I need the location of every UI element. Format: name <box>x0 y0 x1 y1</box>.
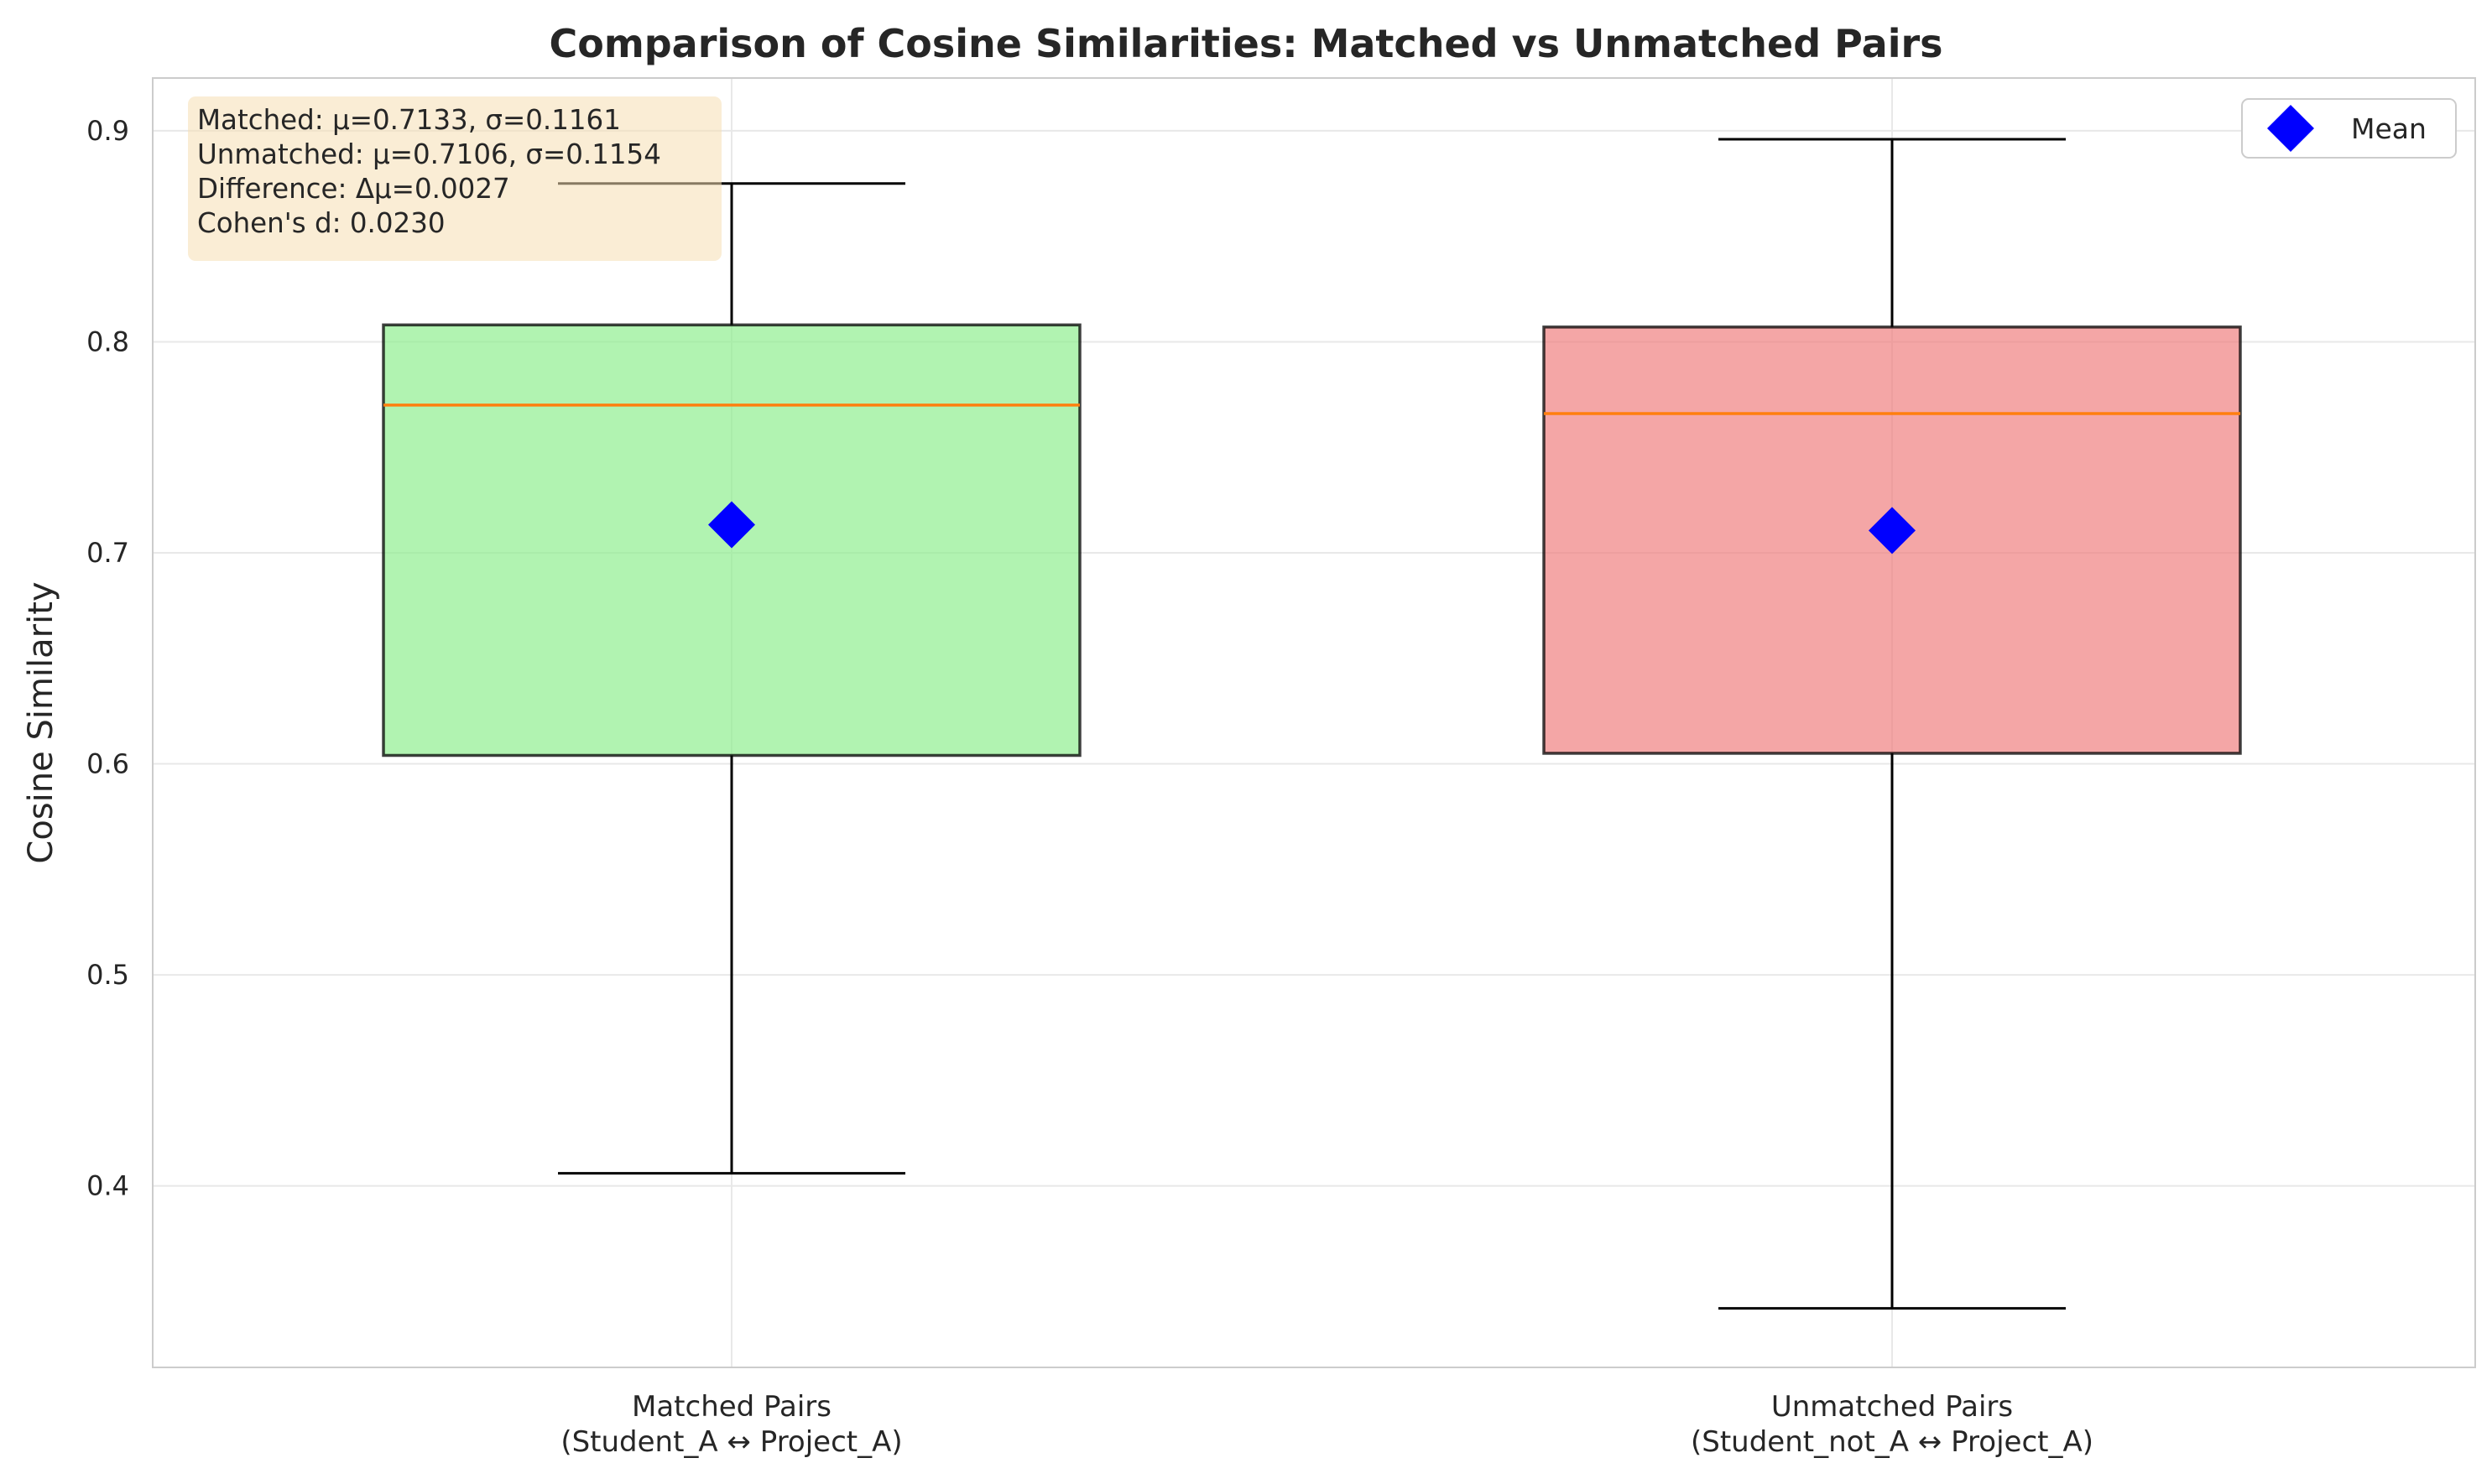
plot-frame <box>152 77 2476 1368</box>
y-tick-label: 0.9 <box>86 115 129 147</box>
stats-line: Unmatched: μ=0.7106, σ=0.1154 <box>197 138 661 170</box>
chart-title: Comparison of Cosine Similarities: Match… <box>549 21 1942 66</box>
x-tick-labels: Matched Pairs (Student_A ↔ Project_A) Unma… <box>560 1390 2093 1459</box>
y-axis-label: Cosine Similarity <box>22 581 60 863</box>
y-tick-label: 0.4 <box>86 1170 129 1202</box>
boxes-layer <box>382 138 2242 1310</box>
stats-line: Cohen's d: 0.0230 <box>197 207 446 239</box>
stats-line: Matched: μ=0.7133, σ=0.1161 <box>197 104 621 136</box>
x-tick-label: Unmatched Pairs (Student_not_A ↔ Project_… <box>1691 1390 2093 1459</box>
stats-box <box>188 96 722 261</box>
y-tick-labels: 0.4 0.5 0.6 0.7 0.8 0.9 <box>86 115 129 1202</box>
y-tick-label: 0.5 <box>86 959 129 991</box>
y-tick-label: 0.8 <box>86 325 129 357</box>
legend: Mean <box>2241 98 2457 159</box>
stats-line: Difference: Δμ=0.0027 <box>197 173 510 205</box>
x-tick-label: Matched Pairs (Student_A ↔ Project_A) <box>560 1390 902 1459</box>
mean-marker <box>1869 507 1916 555</box>
y-tick-label: 0.6 <box>86 748 129 780</box>
legend-marker <box>2267 105 2314 152</box>
box-group <box>382 182 1082 1175</box>
y-tick-label: 0.7 <box>86 537 129 569</box>
mean-marker <box>708 501 755 549</box>
box-group <box>1542 138 2242 1310</box>
legend-label: Mean <box>2351 112 2427 145</box>
